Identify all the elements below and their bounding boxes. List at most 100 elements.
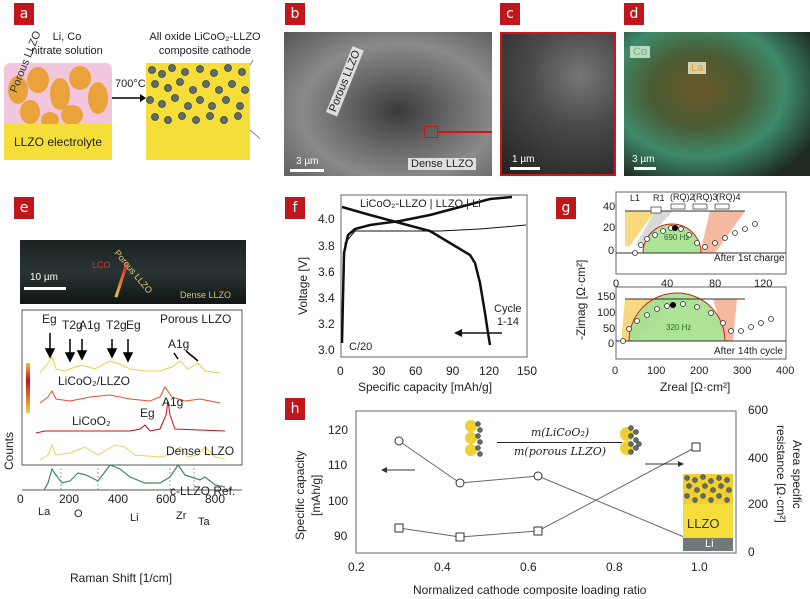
g-top-xtick-120: 120 (754, 278, 773, 290)
f-xtick-60: 60 (409, 364, 423, 378)
f-rate-label: C/20 (349, 341, 373, 353)
h-ylabel-left-1: Specific capacity (293, 450, 307, 540)
c-scalebar (510, 167, 540, 170)
f-ylabel: Voltage [V] (296, 256, 310, 315)
g-bottom-ytick-50: 50 (603, 323, 616, 335)
g-circuit-rq2: (RQ)2 (670, 192, 695, 202)
g-bottom-ytick-100: 100 (597, 307, 616, 319)
g-top-ytick-20: 20 (603, 222, 616, 234)
g-bottom-note: After 14th cycle (714, 346, 783, 357)
c-scale-label: 1 µm (512, 154, 535, 165)
f-xtick-30: 30 (372, 364, 386, 378)
g-bottom-ytick-150: 150 (597, 291, 616, 303)
b-scalebar (290, 169, 324, 172)
e-licoo2-a1g: A1g (162, 395, 184, 409)
f-cycle-label-1: Cycle (494, 303, 522, 315)
e-region-zr: Zr (176, 510, 187, 522)
f-xtick-0: 0 (337, 364, 344, 378)
e-region-ta: Ta (198, 516, 210, 528)
h-ylabel-left-2: [mAh/g] (309, 474, 323, 516)
e-scale-label: 10 µm (30, 272, 58, 283)
c-sem-image: 1 µm (500, 32, 616, 176)
g-bottom-xtick-100: 100 (647, 365, 666, 377)
h-xtick-0.6: 0.6 (520, 560, 537, 574)
e-xtick-200: 200 (59, 492, 80, 506)
h-inset-li: Li (705, 538, 714, 550)
e-region-o: O (74, 508, 83, 520)
f-ytick-3.6: 3.6 (318, 265, 335, 279)
panel-a-tag: a (14, 3, 34, 25)
e-ylabel: Counts (2, 431, 16, 470)
e-series-ref: c-LLZO Ref. (170, 484, 236, 498)
e-xtick-600: 600 (156, 492, 177, 506)
g-bottom-xtick-200: 200 (690, 365, 709, 377)
g-bottom-xtick-400: 400 (776, 365, 795, 377)
a-electrolyte-label: LLZO electrolyte (14, 135, 103, 149)
panel-f-tag: f (285, 197, 305, 219)
panel-b-tag: b (285, 3, 305, 25)
h-fraction-den: m(porous LLZO) (513, 445, 607, 458)
b-zoom-arrow (438, 131, 492, 133)
h-xtick-0.8: 0.8 (606, 560, 623, 574)
d-la-label: La (688, 62, 707, 74)
e-series-licoo2: LiCoO₂ (72, 414, 111, 428)
h-fraction-bar (497, 442, 622, 443)
b-sem-image: Porous LLZO Dense LLZO 3 µm (284, 32, 492, 176)
g-circuit-l1: L1 (630, 193, 641, 203)
f-ytick-3.8: 3.8 (318, 239, 335, 253)
d-scale-label: 3 µm (632, 154, 655, 165)
e-licoo2-eg: Eg (140, 406, 155, 420)
f-chart (340, 194, 528, 358)
g-top-xtick-80: 80 (709, 278, 722, 290)
d-eds-map: Co La 3 µm (624, 32, 810, 176)
e-xlabel: Raman Shift [1/cm] (70, 571, 173, 585)
g-top-ytick-0: 0 (608, 245, 615, 257)
e-series-licoo2-llzo: LiCoO₂/LLZO (58, 374, 131, 388)
panel-h-tag: h (285, 398, 305, 420)
g-top-xtick-40: 40 (661, 278, 674, 290)
h-inset-llzo: LLZO (687, 516, 720, 531)
e-region-la: La (38, 506, 51, 518)
d-co-label: Co (630, 46, 651, 58)
e-dense-label: Dense LLZO (180, 290, 232, 300)
f-ytick-3.0: 3.0 (318, 343, 335, 357)
panel-e-tag: e (14, 197, 34, 219)
e-peak-eg-2: Eg (126, 318, 141, 332)
g-circuit-rq3: (RQ)3 (693, 192, 718, 202)
e-optical-image: LCO Porous LLZO Dense LLZO 10 µm (20, 240, 246, 304)
e-xtick-0: 0 (17, 492, 24, 506)
e-series-dense: Dense LLZO (166, 444, 235, 458)
h-xtick-0.4: 0.4 (434, 560, 451, 574)
a-right-title-1: All oxide LiCoO₂-LLZO (149, 31, 261, 43)
h-ylabel-right-2: resistance [Ω·cm²] (774, 425, 788, 523)
h-ylabel-right-1: Area specific (790, 440, 804, 509)
h-chart (355, 410, 737, 554)
h-xtick-0.2: 0.2 (348, 560, 365, 574)
e-xtick-400: 400 (108, 492, 129, 506)
b-dense-label: Dense LLZO (408, 158, 477, 170)
e-xtick-800: 800 (205, 492, 226, 506)
panel-d-tag: d (624, 3, 644, 25)
b-zoom-box (424, 126, 438, 138)
g-ylabel: -Zimag [Ω·cm²] (574, 259, 588, 340)
f-ytick-3.2: 3.2 (318, 317, 335, 331)
h-ytick-110: 110 (328, 458, 348, 472)
h-ytick-r-600: 600 (748, 403, 769, 417)
g-circuit-rq4: (RQ)4 (716, 192, 741, 202)
a-arrow-label: 700°C (115, 78, 146, 90)
f-xtick-150: 150 (517, 364, 538, 378)
f-legend: LiCoO₂-LLZO | LLZO | Li (360, 198, 481, 210)
panel-c-tag: c (500, 3, 520, 25)
e-peak-a1g-2: A1g (168, 337, 190, 351)
e-peak-t2g-2: T2g (106, 318, 127, 332)
panel-g-tag: g (556, 197, 576, 219)
h-ytick-120: 120 (328, 423, 349, 437)
e-raman-chart (21, 309, 243, 491)
h-ytick-r-0: 0 (748, 545, 755, 559)
g-top-ytick-40: 40 (603, 201, 616, 213)
h-fraction-num: m(LiCoO₂) (530, 426, 590, 439)
f-xtick-90: 90 (446, 364, 460, 378)
g-xlabel: Zreal [Ω·cm²] (660, 380, 731, 394)
h-ytick-r-200: 200 (748, 497, 769, 511)
a-left-title-2: nitrate solution (31, 45, 103, 57)
